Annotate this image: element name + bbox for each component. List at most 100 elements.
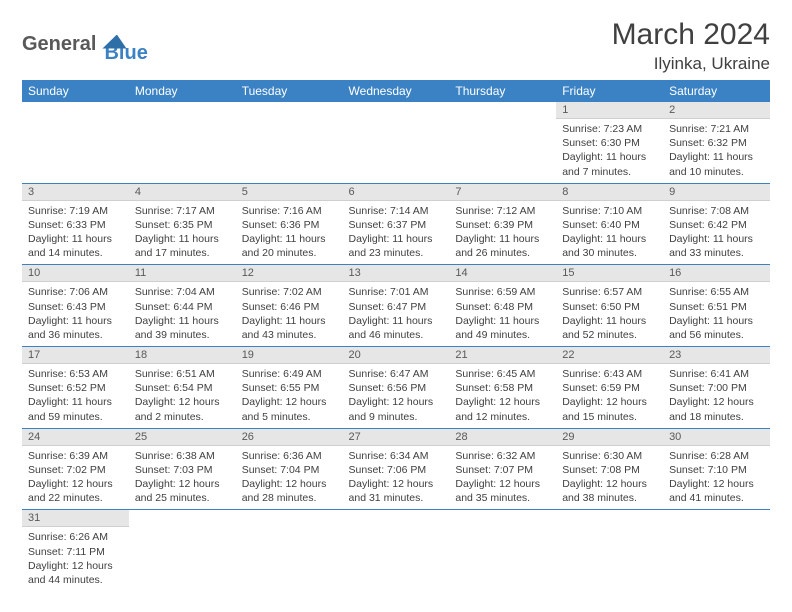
day-details: Sunrise: 7:04 AMSunset: 6:44 PMDaylight:… — [129, 282, 236, 346]
detail-line: Daylight: 11 hours — [562, 232, 657, 246]
day-details: Sunrise: 7:12 AMSunset: 6:39 PMDaylight:… — [449, 201, 556, 265]
detail-line: Sunset: 6:54 PM — [135, 381, 230, 395]
day-number: 15 — [556, 265, 663, 282]
day-number: 19 — [236, 347, 343, 364]
detail-line: Sunset: 6:30 PM — [562, 136, 657, 150]
brand-text-1: General — [22, 33, 96, 56]
detail-line: Sunset: 6:58 PM — [455, 381, 550, 395]
detail-line: and 10 minutes. — [669, 165, 764, 179]
detail-line: Sunrise: 6:47 AM — [349, 367, 444, 381]
detail-line: and 12 minutes. — [455, 410, 550, 424]
detail-line: Sunrise: 7:04 AM — [135, 285, 230, 299]
day-number: 30 — [663, 429, 770, 446]
detail-line: Sunrise: 6:38 AM — [135, 449, 230, 463]
day-details: Sunrise: 7:02 AMSunset: 6:46 PMDaylight:… — [236, 282, 343, 346]
detail-line: and 39 minutes. — [135, 328, 230, 342]
calendar-cell: 2Sunrise: 7:21 AMSunset: 6:32 PMDaylight… — [663, 102, 770, 183]
detail-line: and 36 minutes. — [28, 328, 123, 342]
day-number: 22 — [556, 347, 663, 364]
detail-line: and 23 minutes. — [349, 246, 444, 260]
calendar-week: 1Sunrise: 7:23 AMSunset: 6:30 PMDaylight… — [22, 102, 770, 183]
detail-line: Sunset: 6:37 PM — [349, 218, 444, 232]
day-details: Sunrise: 6:30 AMSunset: 7:08 PMDaylight:… — [556, 446, 663, 510]
detail-line: Sunset: 7:02 PM — [28, 463, 123, 477]
detail-line: Sunrise: 6:59 AM — [455, 285, 550, 299]
detail-line: Sunset: 6:59 PM — [562, 381, 657, 395]
detail-line: and 38 minutes. — [562, 491, 657, 505]
day-number: 28 — [449, 429, 556, 446]
brand-logo: General Blue — [22, 18, 148, 65]
day-number: 12 — [236, 265, 343, 282]
weekday-header: Thursday — [449, 80, 556, 102]
day-number: 2 — [663, 102, 770, 119]
detail-line: Daylight: 12 hours — [242, 395, 337, 409]
calendar-cell: 12Sunrise: 7:02 AMSunset: 6:46 PMDayligh… — [236, 265, 343, 347]
location-label: Ilyinka, Ukraine — [612, 54, 770, 74]
day-details: Sunrise: 6:36 AMSunset: 7:04 PMDaylight:… — [236, 446, 343, 510]
detail-line: and 26 minutes. — [455, 246, 550, 260]
day-details: Sunrise: 6:32 AMSunset: 7:07 PMDaylight:… — [449, 446, 556, 510]
calendar-cell: 11Sunrise: 7:04 AMSunset: 6:44 PMDayligh… — [129, 265, 236, 347]
calendar-cell: 29Sunrise: 6:30 AMSunset: 7:08 PMDayligh… — [556, 428, 663, 510]
day-details: Sunrise: 6:47 AMSunset: 6:56 PMDaylight:… — [343, 364, 450, 428]
detail-line: Sunrise: 6:34 AM — [349, 449, 444, 463]
day-details: Sunrise: 7:16 AMSunset: 6:36 PMDaylight:… — [236, 201, 343, 265]
weekday-header: Sunday — [22, 80, 129, 102]
weekday-header: Saturday — [663, 80, 770, 102]
detail-line: and 56 minutes. — [669, 328, 764, 342]
day-number: 1 — [556, 102, 663, 119]
detail-line: Sunset: 6:46 PM — [242, 300, 337, 314]
detail-line: Sunrise: 7:12 AM — [455, 204, 550, 218]
detail-line: and 25 minutes. — [135, 491, 230, 505]
detail-line: Daylight: 11 hours — [562, 314, 657, 328]
calendar-cell — [449, 510, 556, 591]
detail-line: and 18 minutes. — [669, 410, 764, 424]
weekday-header: Wednesday — [343, 80, 450, 102]
day-details: Sunrise: 6:34 AMSunset: 7:06 PMDaylight:… — [343, 446, 450, 510]
detail-line: Sunrise: 6:32 AM — [455, 449, 550, 463]
calendar-cell: 10Sunrise: 7:06 AMSunset: 6:43 PMDayligh… — [22, 265, 129, 347]
calendar-cell: 28Sunrise: 6:32 AMSunset: 7:07 PMDayligh… — [449, 428, 556, 510]
detail-line: Daylight: 12 hours — [349, 477, 444, 491]
detail-line: and 31 minutes. — [349, 491, 444, 505]
detail-line: Sunrise: 6:36 AM — [242, 449, 337, 463]
day-number: 5 — [236, 184, 343, 201]
title-block: March 2024 Ilyinka, Ukraine — [612, 18, 770, 74]
detail-line: Sunrise: 7:08 AM — [669, 204, 764, 218]
day-details: Sunrise: 7:06 AMSunset: 6:43 PMDaylight:… — [22, 282, 129, 346]
calendar-cell: 8Sunrise: 7:10 AMSunset: 6:40 PMDaylight… — [556, 183, 663, 265]
day-details: Sunrise: 7:14 AMSunset: 6:37 PMDaylight:… — [343, 201, 450, 265]
detail-line: Daylight: 12 hours — [562, 477, 657, 491]
detail-line: Sunrise: 6:57 AM — [562, 285, 657, 299]
detail-line: Daylight: 12 hours — [242, 477, 337, 491]
detail-line: Sunset: 7:11 PM — [28, 545, 123, 559]
detail-line: Daylight: 12 hours — [562, 395, 657, 409]
detail-line: and 33 minutes. — [669, 246, 764, 260]
detail-line: and 59 minutes. — [28, 410, 123, 424]
detail-line: Daylight: 11 hours — [455, 232, 550, 246]
day-number: 17 — [22, 347, 129, 364]
weekday-header: Friday — [556, 80, 663, 102]
calendar-body: 1Sunrise: 7:23 AMSunset: 6:30 PMDaylight… — [22, 102, 770, 591]
day-number: 25 — [129, 429, 236, 446]
detail-line: Daylight: 11 hours — [28, 395, 123, 409]
detail-line: Daylight: 11 hours — [562, 150, 657, 164]
detail-line: Sunrise: 6:26 AM — [28, 530, 123, 544]
detail-line: Sunrise: 6:49 AM — [242, 367, 337, 381]
detail-line: Sunrise: 6:41 AM — [669, 367, 764, 381]
calendar-cell: 7Sunrise: 7:12 AMSunset: 6:39 PMDaylight… — [449, 183, 556, 265]
day-number: 11 — [129, 265, 236, 282]
detail-line: Sunset: 6:43 PM — [28, 300, 123, 314]
day-number: 6 — [343, 184, 450, 201]
calendar-cell — [449, 102, 556, 183]
detail-line: Sunset: 6:56 PM — [349, 381, 444, 395]
calendar-cell: 13Sunrise: 7:01 AMSunset: 6:47 PMDayligh… — [343, 265, 450, 347]
day-details: Sunrise: 7:17 AMSunset: 6:35 PMDaylight:… — [129, 201, 236, 265]
day-details: Sunrise: 6:45 AMSunset: 6:58 PMDaylight:… — [449, 364, 556, 428]
calendar-cell — [129, 102, 236, 183]
calendar-cell: 15Sunrise: 6:57 AMSunset: 6:50 PMDayligh… — [556, 265, 663, 347]
day-details: Sunrise: 6:38 AMSunset: 7:03 PMDaylight:… — [129, 446, 236, 510]
day-number: 24 — [22, 429, 129, 446]
day-number: 20 — [343, 347, 450, 364]
day-number: 3 — [22, 184, 129, 201]
